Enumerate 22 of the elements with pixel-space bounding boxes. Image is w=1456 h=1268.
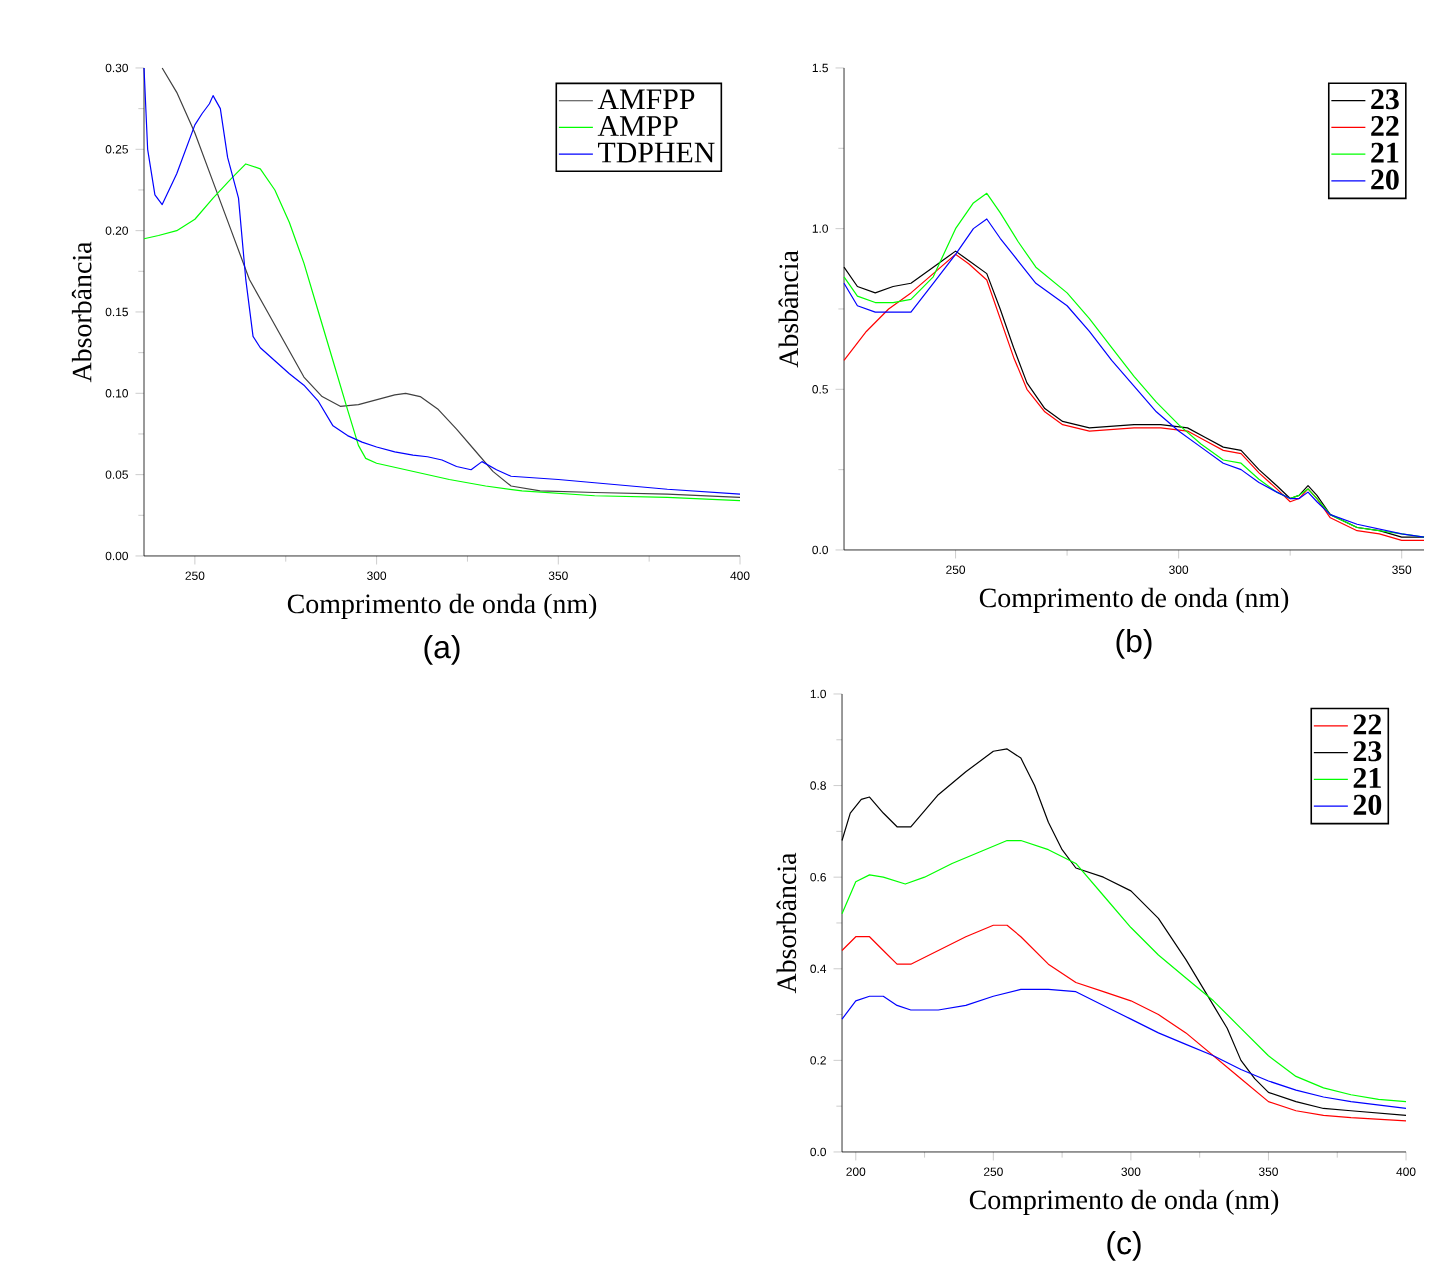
legend-label: 23 <box>1353 741 1382 762</box>
legend-label: 21 <box>1353 768 1381 788</box>
legend-label: 20 <box>1371 169 1399 190</box>
legend-label: AMPP <box>597 116 678 136</box>
y-axis-title: Absorbância <box>71 241 92 383</box>
x-axis-title: Comprimento de onda (nm) <box>287 593 597 619</box>
text: (b) <box>1116 629 1152 659</box>
legend-label: 23 <box>1371 89 1399 110</box>
text: (c) <box>1107 1231 1141 1261</box>
x-axis-title: Comprimento de onda (nm) <box>969 1189 1279 1215</box>
line-series <box>841 988 1407 1110</box>
legend-label: 22 <box>1371 115 1399 136</box>
legend-label: TDPHEN <box>598 142 715 163</box>
legend-label: 22 <box>1353 714 1382 735</box>
y-axis-title: Absorbância <box>776 852 797 994</box>
legend-label: AMFPP <box>597 89 695 110</box>
legend-label: 21 <box>1371 142 1399 163</box>
line-series <box>841 839 1407 1103</box>
x-axis-title: Comprimento de onda (nm) <box>979 587 1289 613</box>
legend-label: 20 <box>1353 794 1382 815</box>
text: (a) <box>424 635 460 665</box>
y-axis-title: Absbância <box>778 250 799 368</box>
